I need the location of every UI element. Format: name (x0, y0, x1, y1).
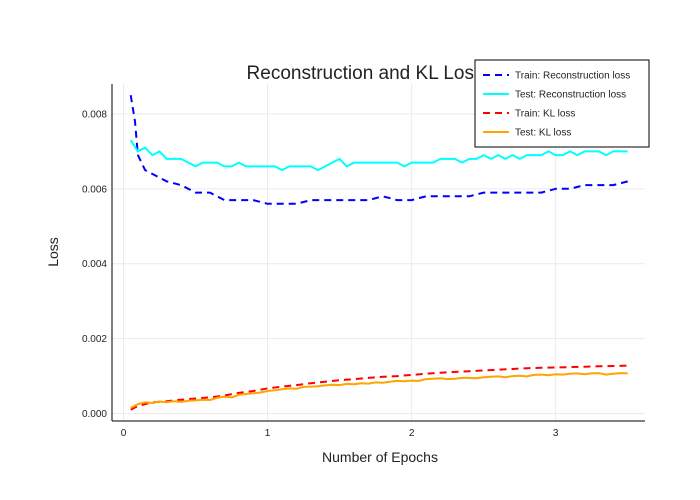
y-tick-label: 0.000 (82, 409, 107, 420)
tick-labels: 0.000 0.002 0.004 0.006 0.008 0 1 2 3 (82, 109, 559, 439)
x-tick-label: 2 (409, 428, 415, 439)
series-lines (129, 95, 628, 411)
x-tick-label: 1 (265, 428, 271, 439)
legend-label: Test: Reconstruction loss (515, 90, 626, 101)
legend-label: Train: KL loss (515, 109, 575, 120)
legend-label: Test: KL loss (515, 128, 571, 139)
y-tick-label: 0.004 (82, 259, 107, 270)
y-axis-label: Loss (45, 237, 61, 267)
series-line-test-reconstruction-loss (129, 139, 628, 172)
x-tick-label: 0 (121, 428, 127, 439)
y-tick-label: 0.002 (82, 334, 107, 345)
y-tick-label: 0.008 (82, 109, 107, 120)
legend-label: Train: Reconstruction loss (515, 71, 630, 82)
chart-title: Reconstruction and KL Loss (247, 63, 484, 84)
series-line-train-reconstruction-loss (129, 95, 628, 205)
x-tick-label: 3 (553, 428, 559, 439)
axes (111, 84, 645, 422)
x-axis-label: Number of Epochs (322, 449, 438, 465)
series-line-test-kl-loss (130, 372, 628, 409)
series-line-train-kl-loss (130, 364, 628, 411)
y-tick-label: 0.006 (82, 184, 107, 195)
legend: Train: Reconstruction loss Test: Reconstr… (474, 59, 650, 148)
